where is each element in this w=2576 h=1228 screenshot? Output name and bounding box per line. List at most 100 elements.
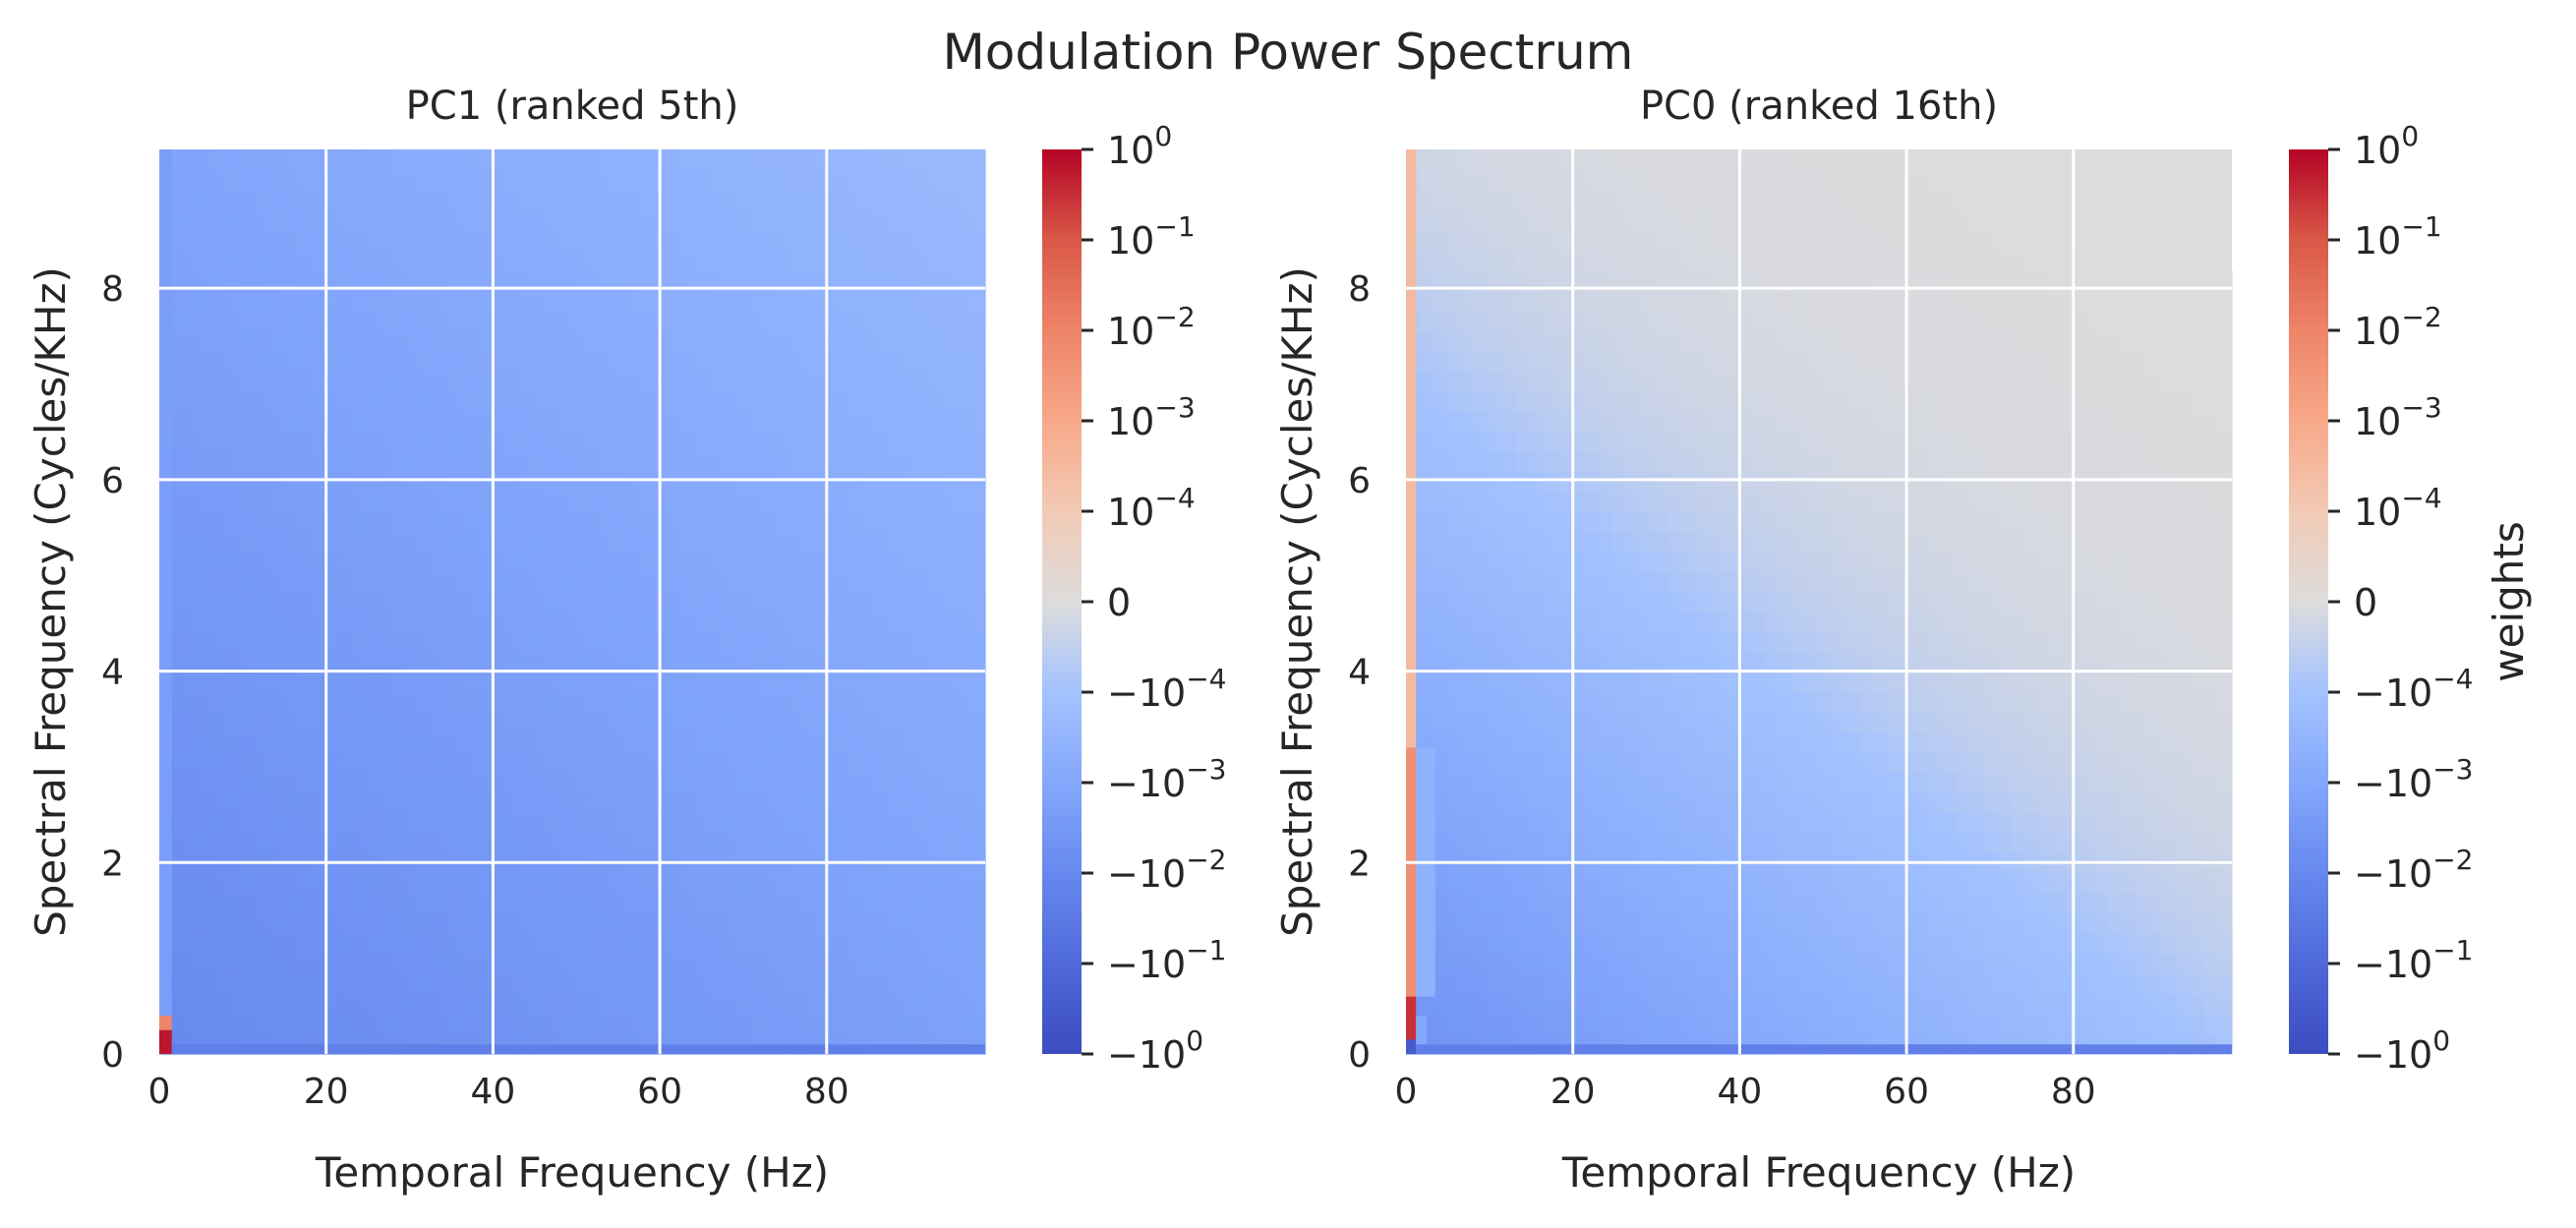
heatmap-cell: [297, 209, 312, 231]
heatmap-cell: [1516, 471, 1531, 493]
heatmap-cell: [958, 471, 972, 493]
heatmap-cell: [1915, 712, 1930, 733]
heatmap-cell: [765, 731, 780, 753]
heatmap-cell: [1447, 209, 1462, 231]
heatmap-cell: [1475, 410, 1490, 432]
heatmap-cell: [187, 571, 202, 593]
heatmap-cell: [407, 431, 422, 452]
heatmap-cell: [724, 631, 738, 653]
heatmap-cell: [655, 591, 670, 613]
heatmap-cell: [311, 350, 325, 372]
heatmap-cell: [806, 652, 821, 673]
heatmap-cell: [297, 450, 312, 472]
heatmap-cell: [1723, 189, 1737, 210]
heatmap-cell: [517, 229, 532, 251]
heatmap-cell: [1805, 390, 1820, 412]
heatmap-cell: [1461, 370, 1476, 391]
heatmap-cell: [214, 873, 229, 895]
heatmap-cell: [1516, 953, 1531, 974]
heatmap-cell: [1819, 209, 1834, 231]
heatmap-cell: [1819, 692, 1834, 714]
heatmap-cell: [1943, 471, 1958, 493]
heatmap-cell: [1420, 450, 1434, 472]
heatmap-cell: [393, 873, 408, 895]
heatmap-cell: [710, 431, 725, 452]
heatmap-cell: [614, 410, 628, 432]
heatmap-cell: [944, 933, 959, 955]
heatmap-cell: [1791, 631, 1806, 653]
heatmap-cell: [448, 169, 463, 191]
heatmap-cell: [1475, 310, 1490, 331]
heatmap-cell: [1544, 873, 1558, 895]
heatmap-cell: [627, 531, 642, 553]
heatmap-cell: [187, 812, 202, 834]
heatmap-cell: [1888, 531, 1903, 553]
heatmap-cell: [916, 993, 931, 1015]
heatmap-cell: [627, 612, 642, 633]
heatmap-cell: [1585, 873, 1600, 895]
heatmap-cell: [1888, 752, 1903, 774]
heatmap-cell: [1502, 1014, 1517, 1035]
heatmap-cell: [1902, 792, 1916, 814]
heatmap-cell: [1516, 692, 1531, 714]
heatmap-cell: [1943, 410, 1958, 432]
heatmap-cell: [1544, 792, 1558, 814]
heatmap-cell: [1874, 692, 1889, 714]
heatmap-cell: [338, 310, 353, 331]
heatmap-cell: [531, 511, 546, 533]
heatmap-cell: [545, 712, 559, 733]
heatmap-cell: [1833, 993, 1847, 1015]
heatmap-cell: [558, 431, 573, 452]
heatmap-cell: [545, 731, 559, 753]
heatmap-cell: [531, 652, 546, 673]
heatmap-cell: [958, 350, 972, 372]
heatmap-cell: [1654, 290, 1669, 312]
heatmap-cell: [1874, 370, 1889, 391]
panel-title: PC0 (ranked 16th): [1640, 84, 1998, 129]
heatmap-cell: [1475, 912, 1490, 934]
heatmap-cell: [792, 290, 807, 312]
heatmap-cell: [1723, 390, 1737, 412]
heatmap-cell: [187, 551, 202, 572]
heatmap-cell: [1929, 471, 1944, 493]
heatmap-cell: [2012, 491, 2026, 512]
heatmap-cell: [1585, 491, 1600, 512]
heatmap-cell: [324, 772, 339, 793]
heatmap-cell: [1750, 310, 1765, 331]
heatmap-cell: [297, 310, 312, 331]
heatmap-cell: [2053, 390, 2068, 412]
heatmap-cell: [187, 873, 202, 895]
heatmap-cell: [1833, 390, 1847, 412]
heatmap-cell: [958, 169, 972, 191]
heatmap-cell: [903, 912, 917, 934]
heatmap-cell: [1612, 431, 1627, 452]
heatmap-cell: [338, 410, 353, 432]
heatmap-cell: [283, 672, 298, 693]
heatmap-cell: [1434, 471, 1448, 493]
heatmap-cell: [737, 330, 752, 352]
heatmap-cell: [1447, 571, 1462, 593]
heatmap-cell: [1805, 269, 1820, 291]
heatmap-cell: [1516, 612, 1531, 633]
heatmap-cell: [1502, 731, 1517, 753]
heatmap-cell: [1833, 833, 1847, 854]
heatmap-cell: [2080, 149, 2095, 171]
heatmap-cell: [627, 873, 642, 895]
heatmap-cell: [971, 631, 986, 653]
heatmap-cell: [889, 752, 904, 774]
heatmap-cell: [187, 672, 202, 693]
heatmap-cell: [448, 491, 463, 512]
heatmap-cell: [1750, 471, 1765, 493]
heatmap-cell: [765, 772, 780, 793]
heatmap-cell: [1984, 752, 1999, 774]
heatmap-cell: [1970, 370, 1985, 391]
heatmap-cell: [944, 551, 959, 572]
heatmap-cell: [1764, 450, 1779, 472]
heatmap-cell: [545, 269, 559, 291]
heatmap-cell: [669, 652, 683, 673]
heatmap-cell: [2025, 833, 2040, 854]
heatmap-cell: [600, 350, 615, 372]
heatmap-cell: [765, 551, 780, 572]
heatmap-cell: [1668, 551, 1682, 572]
heatmap-cell: [724, 169, 738, 191]
